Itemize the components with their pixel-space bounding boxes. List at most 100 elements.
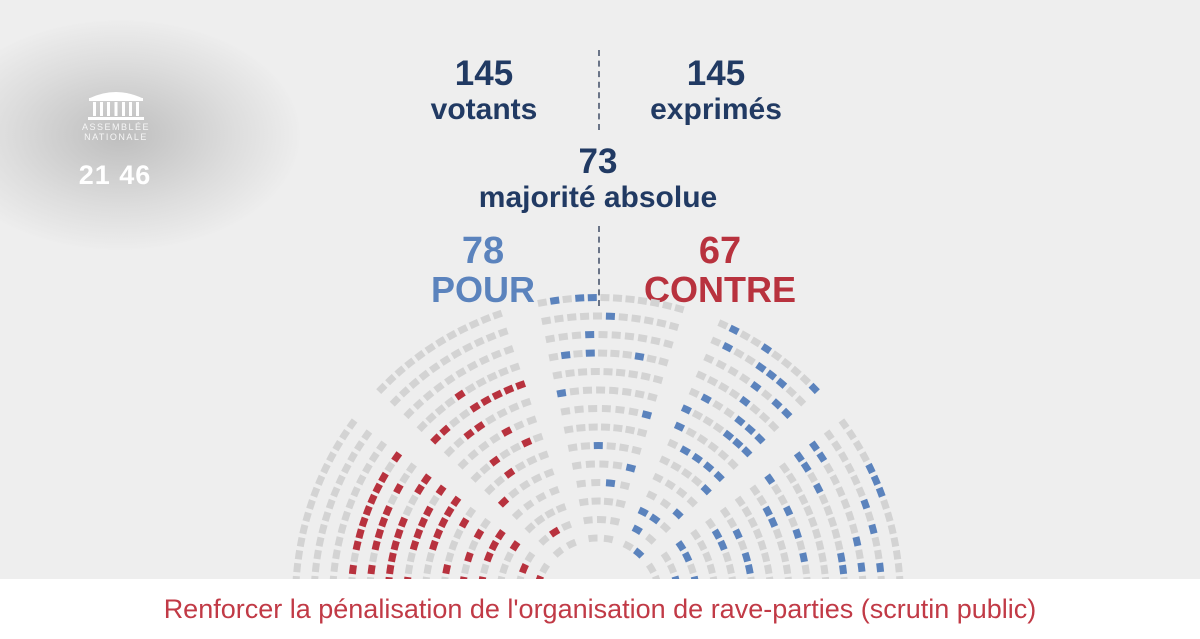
seat-empty (712, 422, 725, 434)
seat-empty (864, 511, 875, 522)
seat-empty (310, 486, 321, 498)
seat-contre (497, 496, 510, 508)
seat-pour (792, 528, 802, 540)
seat-empty (770, 350, 783, 362)
seat-empty (461, 563, 471, 575)
seat-empty (662, 301, 673, 310)
seat-empty (728, 388, 741, 400)
seat-empty (362, 462, 373, 475)
seat-pour (675, 540, 687, 552)
seat-empty (723, 407, 735, 419)
seat-empty (606, 442, 617, 450)
seat-contre (515, 380, 527, 390)
seat-empty (646, 490, 658, 501)
seat-contre (390, 540, 400, 551)
seat-empty (820, 564, 829, 575)
logo-shadow (0, 20, 300, 250)
seat-empty (496, 407, 508, 419)
seat-empty (406, 552, 416, 563)
seat-empty (691, 409, 704, 421)
seat-contre (480, 395, 492, 407)
seat-empty (850, 474, 861, 486)
seat-contre (414, 483, 425, 495)
seat-empty (612, 461, 623, 470)
seat-pour (734, 415, 746, 427)
exprimes-count: 145 (686, 54, 746, 93)
seat-empty (691, 475, 703, 487)
seat-empty (484, 483, 496, 496)
vote-title: Renforcer la pénalisation de l'organisat… (163, 593, 1037, 624)
seat-empty (707, 441, 719, 453)
seat-empty (831, 440, 842, 452)
seat-empty (541, 316, 552, 326)
seat-pour (637, 506, 649, 518)
seat-pour (605, 479, 616, 488)
seat-empty (455, 367, 467, 378)
seat-empty (625, 425, 636, 435)
seat-pour (781, 407, 793, 420)
seat-empty (335, 474, 346, 486)
seat-empty (618, 313, 629, 322)
majorite-label: majorité absolue (478, 181, 718, 214)
seat-empty (478, 440, 490, 452)
seat-pour (852, 536, 862, 547)
seat-empty (485, 414, 497, 425)
seat-empty (346, 418, 358, 430)
seat-contre (494, 529, 506, 541)
seat-empty (750, 336, 762, 348)
seat-empty (849, 523, 859, 534)
seat-empty (384, 461, 396, 473)
seat-empty (646, 354, 657, 364)
seat-empty (345, 498, 356, 510)
seat-empty (782, 564, 792, 575)
seat-contre (442, 563, 452, 575)
seat-empty (792, 483, 803, 495)
seat-empty (478, 355, 490, 366)
seat-empty (796, 540, 806, 551)
seat-empty (890, 536, 900, 548)
seat-pour (857, 562, 866, 573)
seat-pour (728, 324, 740, 336)
seat-contre (430, 433, 442, 445)
seat-empty (710, 336, 722, 347)
seat-contre (367, 493, 378, 505)
seat-empty (315, 536, 325, 547)
seat-empty (563, 425, 574, 434)
seat-empty (855, 486, 866, 498)
seat-empty (543, 468, 555, 479)
seat-empty (480, 517, 491, 530)
seat-empty (467, 449, 479, 461)
seat-empty (326, 451, 337, 463)
seat-empty (628, 370, 639, 379)
seat-empty (412, 398, 425, 410)
seat-empty (634, 389, 645, 399)
seat-empty (545, 334, 556, 344)
seat-empty (416, 420, 428, 433)
seat-empty (453, 436, 465, 449)
seat-empty (334, 536, 344, 547)
seat-pour (775, 377, 788, 389)
seat-empty (706, 375, 719, 387)
seat-empty (668, 321, 680, 331)
seat-empty (621, 387, 632, 397)
seat-empty (486, 371, 498, 382)
votants-label: votants (430, 93, 538, 126)
seat-empty (457, 458, 469, 470)
seat-empty (306, 499, 316, 510)
seat-empty (368, 451, 380, 463)
seat-pour (741, 551, 751, 563)
seat-empty (538, 450, 550, 461)
seat-empty (548, 352, 559, 362)
seat-empty (341, 510, 351, 522)
seat-empty (649, 298, 661, 308)
seat-empty (562, 295, 573, 304)
seat-empty (526, 455, 538, 466)
seat-empty (823, 429, 835, 441)
seat-empty (579, 312, 590, 321)
seat-empty (585, 460, 595, 468)
seat-empty (631, 314, 642, 323)
seat-pour (783, 505, 794, 517)
seat-pour (673, 421, 686, 432)
seat-empty (640, 372, 651, 381)
seat-empty (499, 563, 509, 575)
